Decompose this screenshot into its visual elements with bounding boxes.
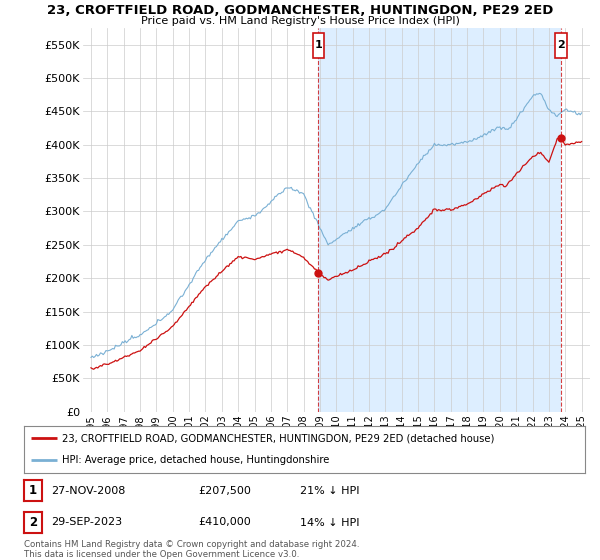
Text: 27-NOV-2008: 27-NOV-2008 xyxy=(51,486,125,496)
Text: HPI: Average price, detached house, Huntingdonshire: HPI: Average price, detached house, Hunt… xyxy=(62,455,329,465)
Text: Contains HM Land Registry data © Crown copyright and database right 2024.
This d: Contains HM Land Registry data © Crown c… xyxy=(24,540,359,559)
FancyBboxPatch shape xyxy=(556,32,567,58)
Text: 29-SEP-2023: 29-SEP-2023 xyxy=(51,517,122,528)
FancyBboxPatch shape xyxy=(313,32,324,58)
Text: 14% ↓ HPI: 14% ↓ HPI xyxy=(300,517,359,528)
Text: 2: 2 xyxy=(557,40,565,50)
Text: 2: 2 xyxy=(29,516,37,529)
Text: £207,500: £207,500 xyxy=(198,486,251,496)
Text: 23, CROFTFIELD ROAD, GODMANCHESTER, HUNTINGDON, PE29 2ED (detached house): 23, CROFTFIELD ROAD, GODMANCHESTER, HUNT… xyxy=(62,433,494,444)
Text: 23, CROFTFIELD ROAD, GODMANCHESTER, HUNTINGDON, PE29 2ED: 23, CROFTFIELD ROAD, GODMANCHESTER, HUNT… xyxy=(47,4,553,17)
Text: 21% ↓ HPI: 21% ↓ HPI xyxy=(300,486,359,496)
Text: 1: 1 xyxy=(29,484,37,497)
Text: 1: 1 xyxy=(314,40,322,50)
Bar xyxy=(319,28,561,412)
Text: £410,000: £410,000 xyxy=(198,517,251,528)
Text: Price paid vs. HM Land Registry's House Price Index (HPI): Price paid vs. HM Land Registry's House … xyxy=(140,16,460,26)
